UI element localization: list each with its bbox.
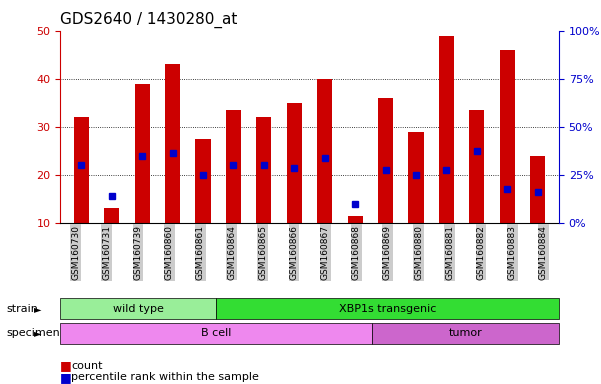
Text: ►: ► xyxy=(34,328,41,338)
Text: XBP1s transgenic: XBP1s transgenic xyxy=(339,304,436,314)
Text: GSM160867: GSM160867 xyxy=(320,225,329,280)
Text: count: count xyxy=(71,361,102,371)
Text: GSM160869: GSM160869 xyxy=(383,225,392,280)
Text: GSM160884: GSM160884 xyxy=(539,225,548,280)
Bar xyxy=(347,215,363,223)
Bar xyxy=(530,156,545,223)
Text: GSM160731: GSM160731 xyxy=(102,225,111,280)
Bar xyxy=(165,64,180,223)
Bar xyxy=(499,50,515,223)
Text: percentile rank within the sample: percentile rank within the sample xyxy=(71,372,259,382)
Bar xyxy=(469,110,484,223)
Bar xyxy=(74,117,89,223)
Text: GSM160861: GSM160861 xyxy=(196,225,205,280)
Text: GSM160864: GSM160864 xyxy=(227,225,236,280)
Text: strain: strain xyxy=(6,304,38,314)
Text: GSM160860: GSM160860 xyxy=(165,225,174,280)
Text: GDS2640 / 1430280_at: GDS2640 / 1430280_at xyxy=(60,12,237,28)
Text: GSM160868: GSM160868 xyxy=(352,225,361,280)
Text: GSM160865: GSM160865 xyxy=(258,225,267,280)
Text: ►: ► xyxy=(34,304,41,314)
Text: wild type: wild type xyxy=(112,304,163,314)
Text: GSM160866: GSM160866 xyxy=(290,225,299,280)
Bar xyxy=(439,36,454,223)
Text: GSM160881: GSM160881 xyxy=(445,225,454,280)
Text: specimen: specimen xyxy=(6,328,59,338)
Bar xyxy=(135,84,150,223)
Text: GSM160882: GSM160882 xyxy=(477,225,486,280)
Bar xyxy=(408,131,424,223)
Text: ■: ■ xyxy=(60,371,72,384)
Bar xyxy=(195,139,211,223)
Text: B cell: B cell xyxy=(201,328,231,338)
Bar xyxy=(226,110,241,223)
Text: tumor: tumor xyxy=(448,328,482,338)
Text: GSM160730: GSM160730 xyxy=(71,225,80,280)
Bar xyxy=(256,117,272,223)
Bar xyxy=(104,208,120,223)
Text: GSM160739: GSM160739 xyxy=(133,225,142,280)
Bar xyxy=(378,98,393,223)
Bar xyxy=(287,103,302,223)
Text: ■: ■ xyxy=(60,359,72,372)
Text: GSM160880: GSM160880 xyxy=(414,225,423,280)
Bar xyxy=(317,79,332,223)
Text: GSM160883: GSM160883 xyxy=(508,225,517,280)
